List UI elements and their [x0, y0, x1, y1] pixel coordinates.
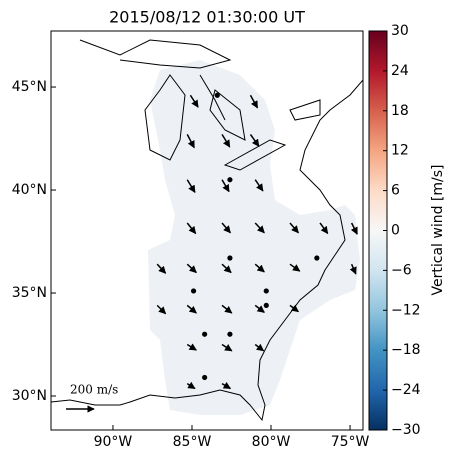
- colorbar-tick-label: 0: [391, 223, 400, 239]
- wind-vector: [186, 134, 195, 149]
- map-layer: [51, 39, 363, 422]
- key-label: 200 m/s: [70, 383, 118, 397]
- wind-vector: [186, 381, 196, 390]
- wind-vector: [289, 263, 301, 272]
- colorbar-tick-label: 6: [391, 183, 400, 199]
- wind-vector: [221, 304, 233, 314]
- colorbar-tick-label: −30: [391, 422, 421, 438]
- wind-vector: [254, 263, 265, 273]
- wind-vector: [221, 179, 230, 193]
- colorbar-tick-label: −12: [391, 302, 421, 318]
- wind-vector: [349, 263, 357, 275]
- wind-vector: [249, 133, 260, 147]
- coastlines: [51, 39, 363, 422]
- wind-vector: [289, 304, 299, 313]
- wind-vector: [254, 222, 265, 234]
- wind-point: [202, 331, 208, 337]
- x-tick-label: 75°W: [331, 434, 370, 450]
- wind-point: [214, 92, 220, 98]
- wind-vector: [249, 94, 259, 109]
- y-tick-label: 35°N: [12, 285, 47, 301]
- wind-vector: [254, 343, 265, 352]
- wind-vector: [186, 179, 196, 193]
- wind-vector: [350, 222, 358, 235]
- wind-vector: [319, 222, 329, 235]
- wind-vector: [254, 304, 265, 313]
- wind-vector: [221, 263, 232, 274]
- chart-title: 2015/08/12 01:30:00 UT: [109, 8, 305, 27]
- y-tick-label: 45°N: [12, 79, 47, 95]
- wind-point: [314, 255, 320, 261]
- wind-vector: [156, 263, 167, 274]
- wind-point: [202, 374, 208, 381]
- wind-vector: [186, 222, 197, 235]
- wind-vector: [221, 222, 231, 234]
- wind-point: [190, 288, 197, 294]
- colorbar-tick-label: 24: [391, 63, 409, 79]
- wind-vector: [189, 94, 199, 108]
- wind-vector: [186, 263, 197, 274]
- x-tick-label: 90°W: [94, 434, 133, 450]
- wind-vector: [254, 179, 264, 192]
- wind-point: [263, 288, 269, 294]
- wind-point: [227, 331, 233, 337]
- x-tick-label: 85°W: [173, 434, 212, 450]
- colorbar-tick-label: −18: [391, 342, 421, 358]
- wind-vector: [221, 134, 231, 148]
- colorbar-tick-label: 18: [391, 103, 409, 119]
- wind-vector: [289, 222, 299, 234]
- x-tick-label: 80°W: [252, 434, 291, 450]
- colorbar-tick-label: −24: [391, 382, 421, 398]
- wind-point: [227, 177, 233, 183]
- colorbar-tick-label: −6: [391, 262, 412, 278]
- colorbar-label: Vertical wind [m/s]: [430, 165, 446, 296]
- wind-vector: [186, 304, 197, 314]
- colorbar-tick-label: 30: [391, 23, 409, 39]
- data-domain: [148, 60, 360, 415]
- wind-vector: [186, 343, 197, 351]
- y-tick-label: 30°N: [12, 388, 47, 404]
- map-frame: [50, 30, 364, 431]
- wind-vector: [156, 304, 167, 315]
- wind-point: [227, 255, 233, 261]
- colorbar-tick-label: 12: [391, 143, 409, 159]
- wind-point: [263, 302, 269, 308]
- wind-vector: [221, 381, 232, 390]
- wind-vector: [221, 343, 233, 352]
- y-tick-label: 40°N: [12, 182, 47, 198]
